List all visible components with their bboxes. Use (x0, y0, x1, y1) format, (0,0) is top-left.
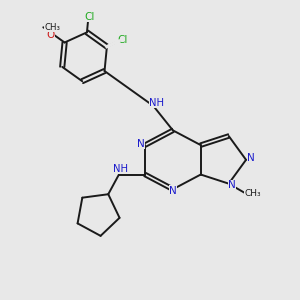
Text: N: N (169, 186, 177, 196)
Text: N: N (228, 180, 236, 190)
Text: NH: NH (113, 164, 128, 174)
Text: CH₃: CH₃ (245, 189, 261, 198)
Text: O: O (46, 30, 54, 40)
Text: N: N (247, 153, 255, 163)
Text: NH: NH (149, 98, 164, 108)
Text: Cl: Cl (85, 12, 95, 22)
Text: N: N (137, 139, 145, 149)
Text: Cl: Cl (117, 35, 127, 45)
Text: CH₃: CH₃ (44, 23, 60, 32)
